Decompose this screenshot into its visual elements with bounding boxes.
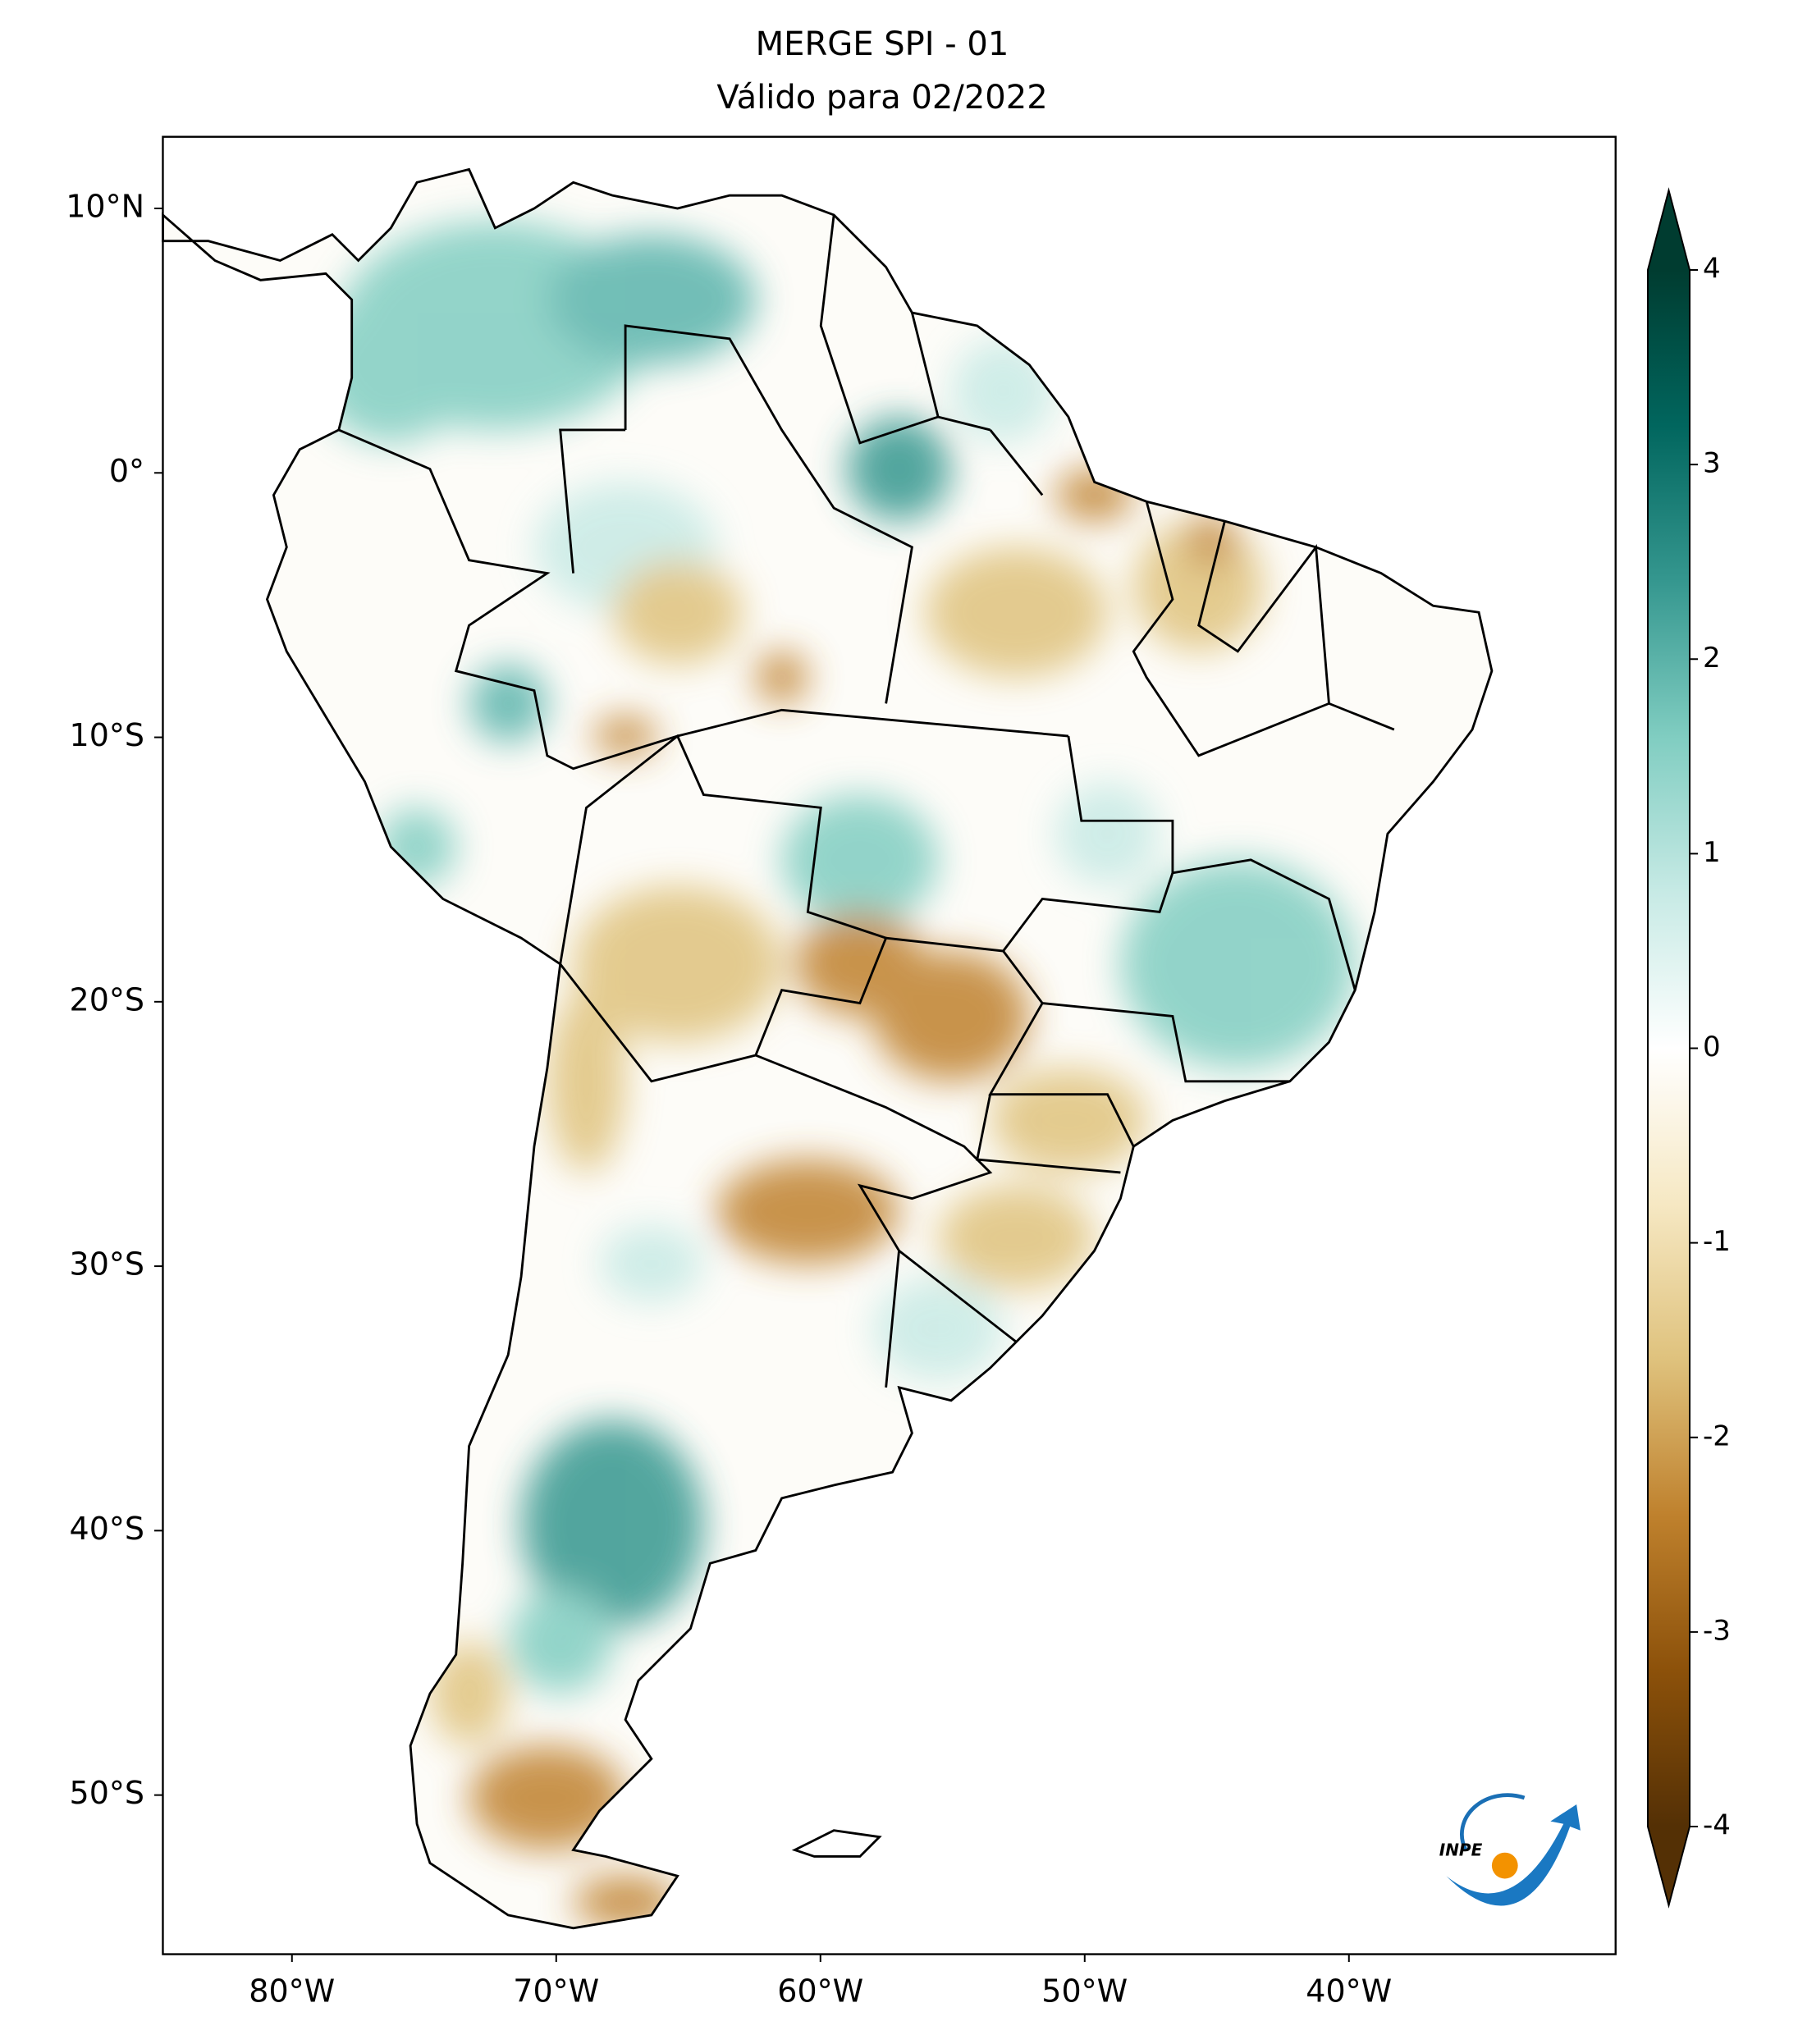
colorbar-extend-top <box>1648 190 1690 270</box>
axes-ticks: 80°W 70°W 60°W 50°W 40°W 10°N 0° 10°S 20°S 30°S 40… <box>66 189 1392 2010</box>
colorbar-tick-label: 4 <box>1703 253 1721 286</box>
border <box>885 936 1290 1147</box>
logo-dot <box>1491 1852 1518 1879</box>
colorbar: 4 3 2 1 0 -1 -2 -3 -4 <box>1647 187 1731 1909</box>
colorbar-tick-label: 2 <box>1703 642 1721 674</box>
border <box>1132 501 1395 757</box>
border <box>338 428 1069 771</box>
colorbar-tick-label: 3 <box>1703 447 1721 480</box>
logo-text: INPE <box>1439 1841 1483 1860</box>
logo-swoosh <box>1446 1804 1581 1906</box>
colorbar-tick-label: -3 <box>1703 1614 1731 1647</box>
border <box>559 324 913 704</box>
colorbar-extend-bottom <box>1648 1827 1690 1905</box>
colorbar-tick-label: 0 <box>1703 1031 1721 1063</box>
colorbar-tick-label: -4 <box>1703 1809 1731 1842</box>
border <box>559 734 888 1083</box>
x-tick-label: 50°W <box>1041 1973 1128 2010</box>
y-tick-label: 10°S <box>70 717 144 753</box>
border <box>755 1054 993 1388</box>
border <box>898 1094 1121 1343</box>
logo <box>1446 1793 1581 1906</box>
subtitle: Válido para 02/2022 <box>716 79 1047 117</box>
y-tick-label: 30°S <box>70 1246 144 1283</box>
x-tick-label: 60°W <box>777 1973 863 2010</box>
borders <box>162 167 1494 1930</box>
x-tick-label: 40°W <box>1306 1973 1392 2010</box>
plot-frame <box>162 135 1617 1955</box>
colorbar-body <box>1648 270 1690 1827</box>
border <box>819 214 1044 496</box>
y-tick-label: 50°S <box>70 1775 144 1811</box>
colorbar-tick-label: 1 <box>1703 836 1721 869</box>
colorbar-tick-label: -2 <box>1703 1420 1731 1452</box>
colorbar-tick-label: -1 <box>1703 1225 1731 1258</box>
y-tick-label: 20°S <box>70 981 144 1017</box>
x-tick-label: 80°W <box>249 1973 335 2010</box>
map-area <box>162 135 1617 1955</box>
y-tick-label: 40°S <box>70 1511 144 1547</box>
y-tick-label: 10°N <box>66 189 144 225</box>
y-tick-label: 0° <box>109 453 144 489</box>
logo-arc <box>1460 1793 1526 1851</box>
border <box>1002 735 1357 991</box>
title: MERGE SPI - 01 <box>756 25 1009 63</box>
falklands <box>791 1829 882 1858</box>
x-tick-label: 70°W <box>513 1973 599 2010</box>
